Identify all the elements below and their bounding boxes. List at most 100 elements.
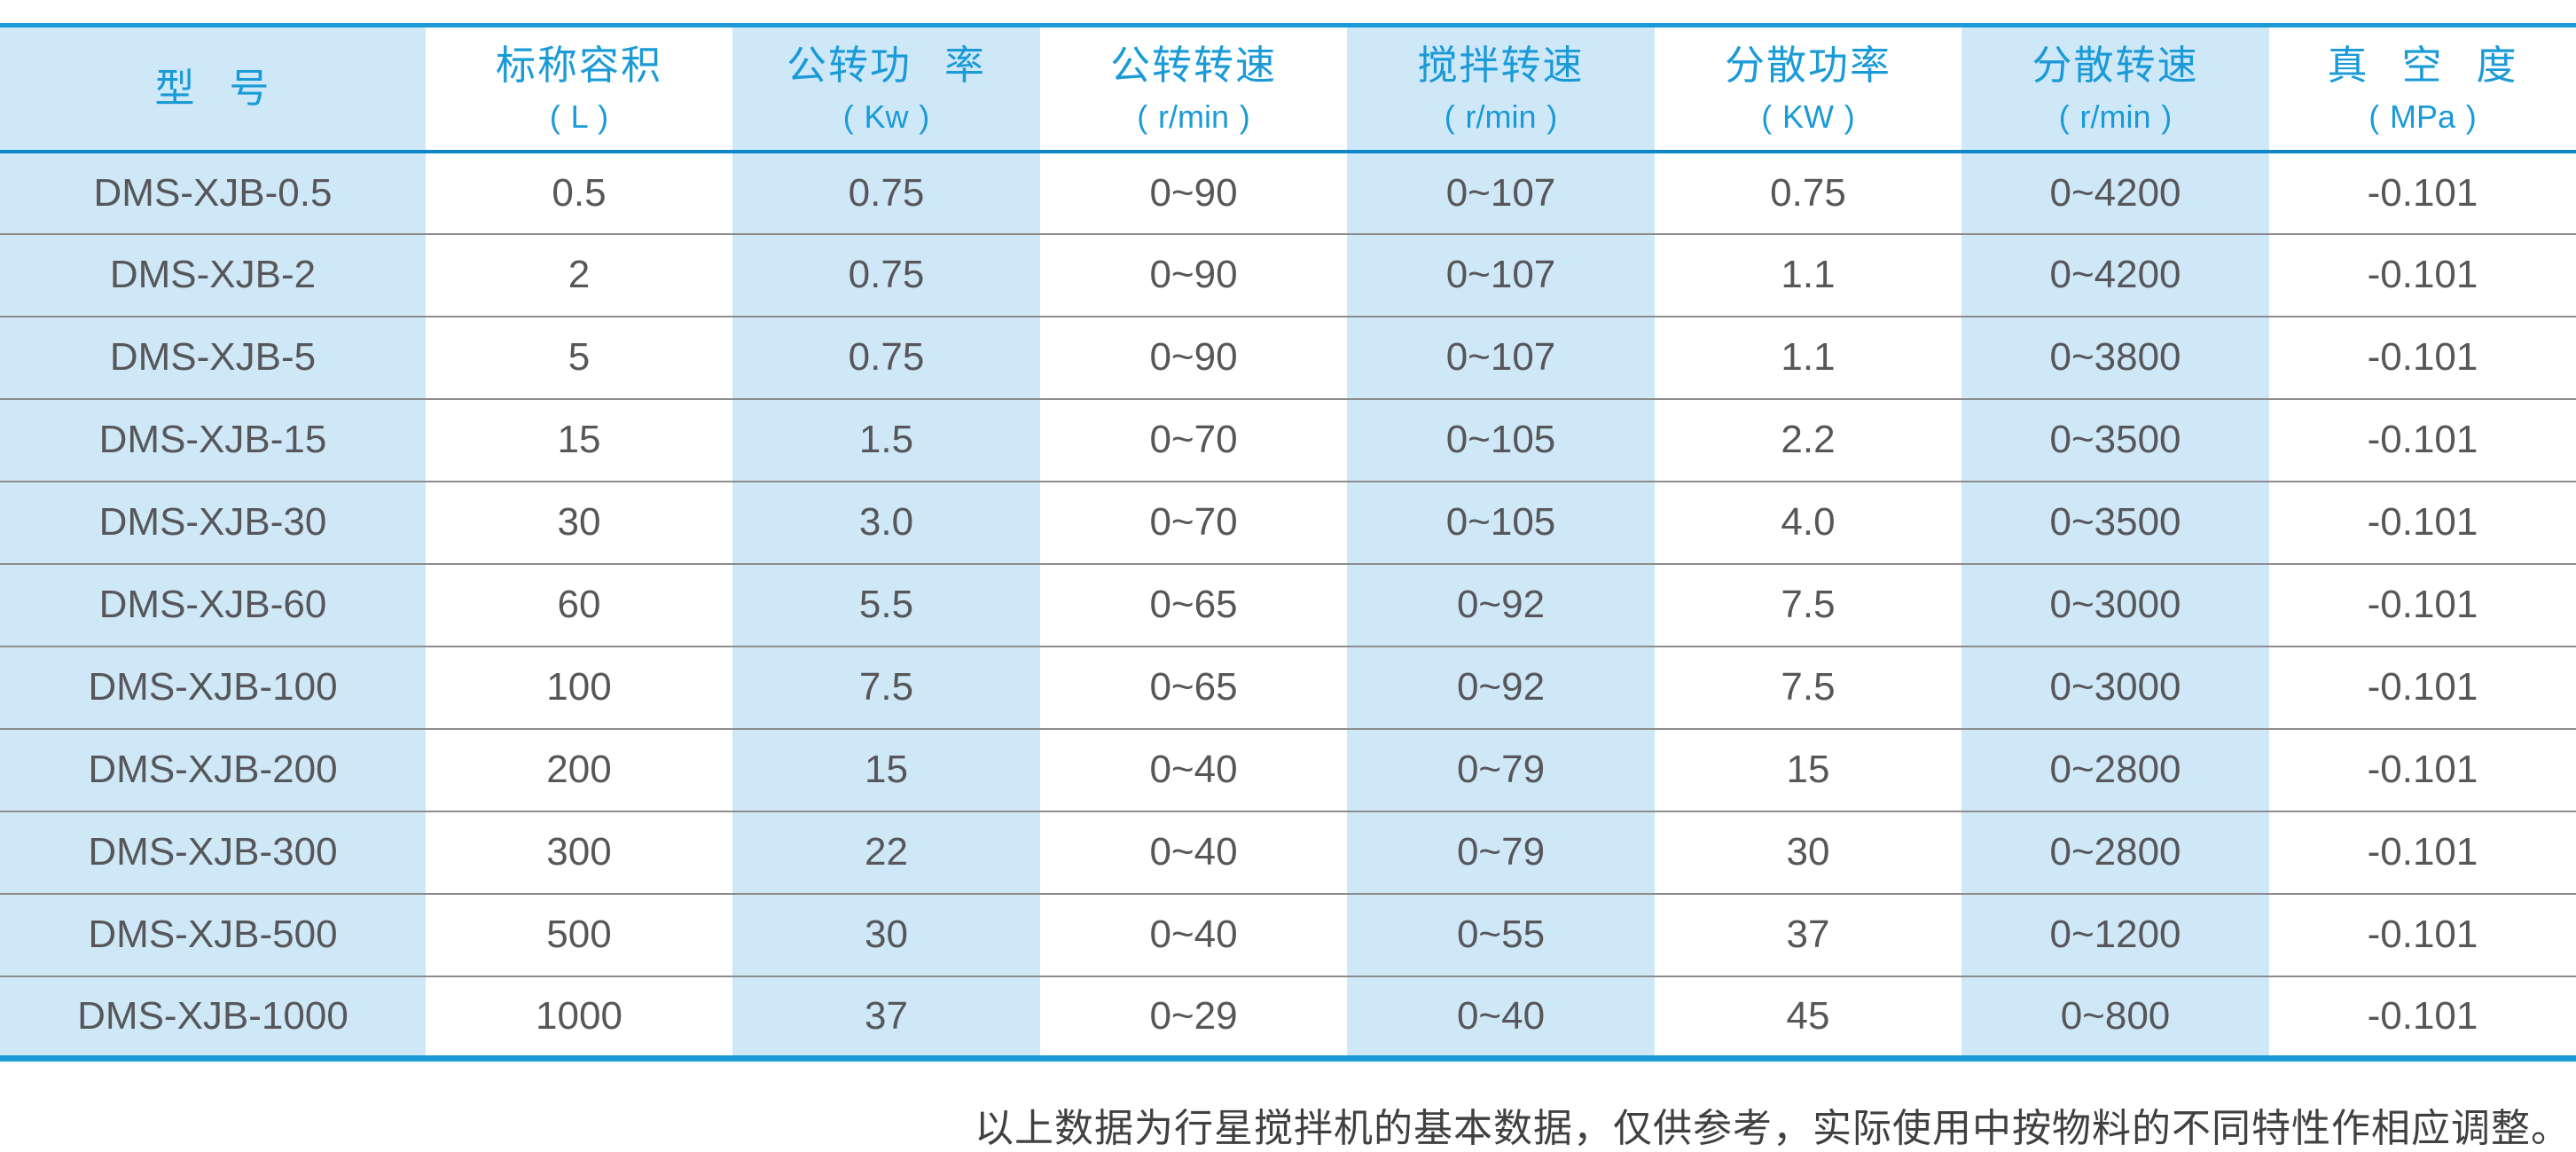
column-header: 型 号	[0, 23, 426, 153]
value-cell: 0~2800	[1961, 727, 2269, 811]
value-cell: 0~3500	[1961, 397, 2269, 482]
model-cell: DMS-XJB-2	[0, 232, 426, 317]
value-cell: 0~65	[1040, 562, 1347, 647]
value-cell: 0~105	[1347, 480, 1655, 564]
model-cell: DMS-XJB-500	[0, 892, 426, 976]
column-unit: ( r/min )	[2058, 98, 2173, 136]
value-cell: -0.101	[2269, 397, 2576, 482]
value-cell: 0~92	[1347, 645, 1655, 729]
value-cell: 0~29	[1040, 975, 1347, 1062]
value-cell: 1000	[426, 975, 732, 1062]
value-cell: 0~79	[1347, 727, 1655, 811]
column-unit: ( MPa )	[2369, 98, 2477, 136]
column-unit: ( L )	[549, 98, 609, 136]
table-row: DMS-XJB-0.5 0.5 0.75 0~90 0~107 0.75 0~4200 -0.…	[0, 151, 2576, 234]
model-cell: DMS-XJB-100	[0, 645, 426, 729]
value-cell: 30	[426, 480, 732, 564]
model-cell: DMS-XJB-15	[0, 397, 426, 482]
model-cell: DMS-XJB-60	[0, 562, 426, 647]
value-cell: 0.75	[732, 232, 1040, 317]
value-cell: -0.101	[2269, 315, 2576, 399]
value-cell: 0~55	[1347, 892, 1655, 976]
value-cell: 0~2800	[1961, 810, 2269, 894]
value-cell: -0.101	[2269, 562, 2576, 647]
value-cell: 37	[1655, 892, 1961, 976]
column-header: 分散功率 ( KW )	[1655, 23, 1961, 153]
value-cell: 2.2	[1655, 397, 1961, 482]
model-cell: DMS-XJB-0.5	[0, 151, 426, 234]
column-title: 公转功 率	[786, 43, 986, 89]
column-title: 搅拌转速	[1417, 43, 1585, 89]
value-cell: 30	[1655, 810, 1961, 894]
value-cell: 30	[732, 892, 1040, 976]
column-unit: ( KW )	[1761, 98, 1855, 136]
column-header: 真 空 度 ( MPa )	[2269, 23, 2576, 153]
column-title: 真 空 度	[2327, 43, 2518, 89]
table-body: DMS-XJB-0.5 0.5 0.75 0~90 0~107 0.75 0~4200 -0.…	[0, 151, 2576, 1062]
model-cell: DMS-XJB-300	[0, 810, 426, 894]
value-cell: 0~90	[1040, 315, 1347, 399]
value-cell: 0~107	[1347, 151, 1655, 234]
table-header: 型 号标称容积( L ) 公转功 率( Kw ) 公转转速( r/min ) 搅拌转速…	[0, 23, 2576, 153]
value-cell: 0~3000	[1961, 645, 2269, 729]
value-cell: -0.101	[2269, 810, 2576, 894]
column-header: 搅拌转速 ( r/min )	[1347, 23, 1655, 153]
column-title: 分散转速	[2032, 43, 2199, 89]
value-cell: -0.101	[2269, 645, 2576, 729]
value-cell: -0.101	[2269, 480, 2576, 564]
value-cell: 0~40	[1040, 727, 1347, 811]
value-cell: 0~70	[1040, 397, 1347, 482]
table-row: DMS-XJB-30 30 3.0 0~70 0~105 4.0 0~3500 -0.101	[0, 480, 2576, 564]
value-cell: 0~3500	[1961, 480, 2269, 564]
value-cell: 200	[426, 727, 732, 811]
value-cell: 45	[1655, 975, 1961, 1062]
spec-table: 型 号标称容积( L ) 公转功 率( Kw ) 公转转速( r/min ) 搅拌转速…	[0, 23, 2576, 1062]
table-row: DMS-XJB-100 100 7.5 0~65 0~92 7.5 0~3000 -0.101	[0, 645, 2576, 729]
value-cell: 500	[426, 892, 732, 976]
table-row: DMS-XJB-200 200 15 0~40 0~79 15 0~2800 -0.101	[0, 727, 2576, 811]
column-unit: ( Kw )	[842, 98, 930, 136]
value-cell: 300	[426, 810, 732, 894]
table-row: DMS-XJB-1000 1000 37 0~29 0~40 45 0~800 -0.101	[0, 975, 2576, 1062]
value-cell: 15	[1655, 727, 1961, 811]
value-cell: 0.75	[732, 315, 1040, 399]
value-cell: -0.101	[2269, 151, 2576, 234]
value-cell: 7.5	[1655, 562, 1961, 647]
value-cell: 0.75	[732, 151, 1040, 234]
value-cell: 15	[732, 727, 1040, 811]
model-cell: DMS-XJB-1000	[0, 975, 426, 1062]
value-cell: 0~65	[1040, 645, 1347, 729]
value-cell: 0~107	[1347, 315, 1655, 399]
table-row: DMS-XJB-60 60 5.5 0~65 0~92 7.5 0~3000 -0.101	[0, 562, 2576, 647]
model-cell: DMS-XJB-5	[0, 315, 426, 399]
column-unit: ( r/min )	[1444, 98, 1558, 136]
value-cell: 1.5	[732, 397, 1040, 482]
value-cell: 0.75	[1655, 151, 1961, 234]
column-title: 标称容积	[495, 43, 662, 89]
value-cell: 100	[426, 645, 732, 729]
value-cell: 0~800	[1961, 975, 2269, 1062]
value-cell: -0.101	[2269, 975, 2576, 1062]
value-cell: 60	[426, 562, 732, 647]
value-cell: 1.1	[1655, 232, 1961, 317]
value-cell: 0~90	[1040, 151, 1347, 234]
value-cell: -0.101	[2269, 232, 2576, 317]
value-cell: 22	[732, 810, 1040, 894]
value-cell: 5	[426, 315, 732, 399]
value-cell: 1.1	[1655, 315, 1961, 399]
value-cell: 7.5	[1655, 645, 1961, 729]
value-cell: 15	[426, 397, 732, 482]
table-row: DMS-XJB-5 5 0.75 0~90 0~107 1.1 0~3800 -0.101	[0, 315, 2576, 399]
column-title: 公转转速	[1109, 43, 1277, 89]
table-row: DMS-XJB-500 500 30 0~40 0~55 37 0~1200 -0.101	[0, 892, 2576, 976]
value-cell: 7.5	[732, 645, 1040, 729]
column-header: 公转功 率 ( Kw )	[732, 23, 1040, 153]
value-cell: 0~40	[1347, 975, 1655, 1062]
model-cell: DMS-XJB-30	[0, 480, 426, 564]
footnote: 以上数据为行星搅拌机的基本数据，仅供参考，实际使用中按物料的不同特性作相应调整。	[975, 1107, 2571, 1150]
value-cell: 5.5	[732, 562, 1040, 647]
value-cell: 0~4200	[1961, 151, 2269, 234]
value-cell: 0~92	[1347, 562, 1655, 647]
value-cell: 0.5	[426, 151, 732, 234]
